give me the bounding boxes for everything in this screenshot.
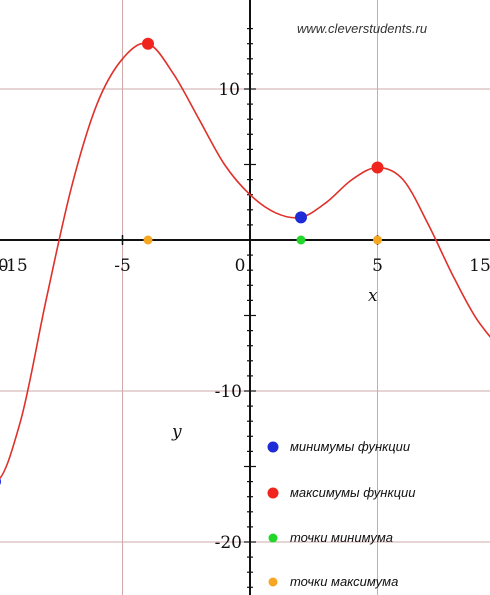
y-tick-label: -10 [215,382,242,402]
curve-layer [0,42,490,480]
minimum-point [295,211,307,224]
maximum-x-point [143,235,153,245]
points-layer [0,37,384,485]
legend-label: максимумы функции [290,485,415,500]
legend: минимумы функции максимумы функции точки м… [267,439,415,589]
function-curve [0,42,490,480]
x-tick-label: -5 [114,256,131,276]
legend-marker [267,441,279,453]
maximum-point [142,37,154,50]
minimum-x-point [296,235,306,245]
legend-label: точки минимума [290,530,393,545]
legend-marker [268,533,278,543]
legend-label: минимумы функции [290,439,410,454]
y-tick-label: -20 [215,533,242,553]
x-tick-label: -15 [0,256,27,276]
watermark-url: www.cleverstudents.ru [297,21,427,36]
legend-label: точки максимума [290,574,398,589]
x-tick-label: 0 [235,256,246,276]
x-tick-label: 15 [469,256,490,276]
x-tick-label: -10 [0,256,9,276]
maximum-point [371,161,384,174]
legend-marker [267,487,279,499]
minimum-point [0,478,1,485]
maximum-x-point [373,235,382,245]
legend-marker [268,577,278,587]
y-axis-label: y [171,422,182,442]
x-tick-label: 5 [372,256,383,276]
y-tick-label: 10 [218,80,240,100]
x-axis-label: x [368,286,378,306]
